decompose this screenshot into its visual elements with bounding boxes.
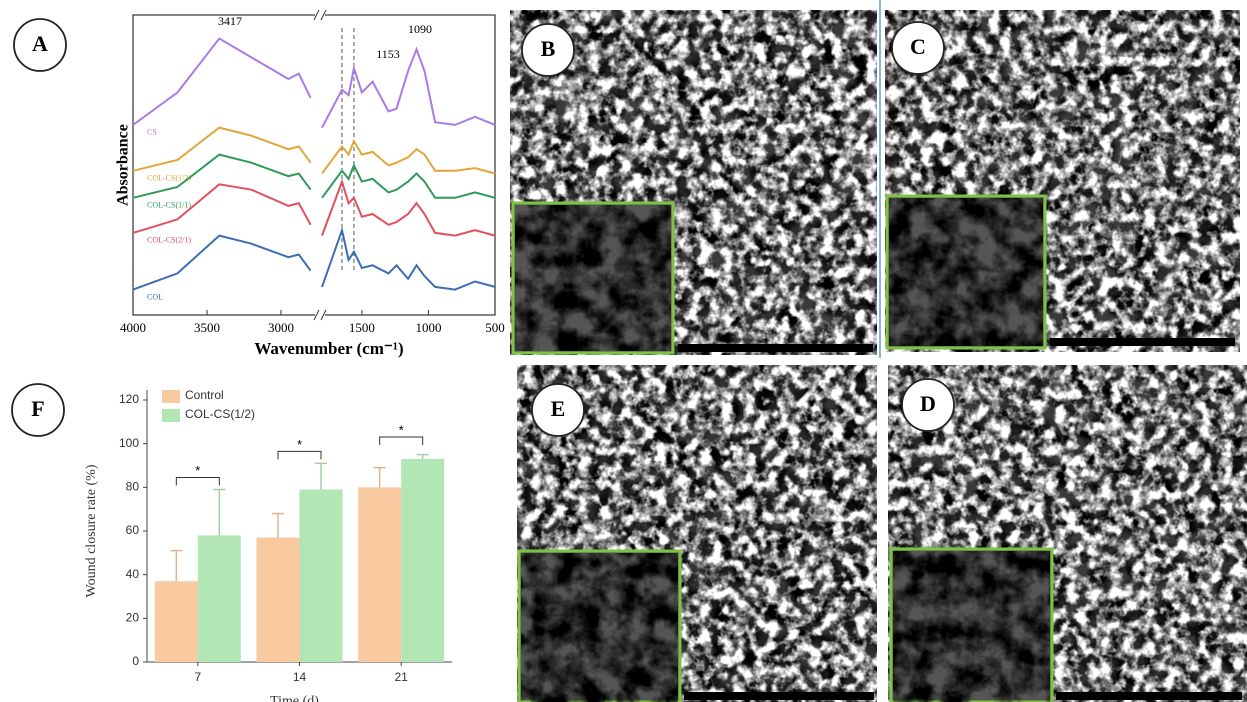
panel-badge xyxy=(11,383,65,437)
error-bar xyxy=(416,453,429,459)
panel-label: D xyxy=(920,391,936,416)
bar xyxy=(299,489,343,662)
panel-badge xyxy=(901,378,955,432)
y-tick-label: 120 xyxy=(119,392,139,406)
legend-swatch xyxy=(162,390,180,403)
panel-label: F xyxy=(31,396,44,421)
x-tick-label: 14 xyxy=(293,670,307,684)
axis-break xyxy=(313,309,320,321)
significance-bracket xyxy=(175,477,220,486)
y-tick-label: 0 xyxy=(132,654,139,668)
x-tick-label: 3000 xyxy=(268,320,294,335)
significance-label: * xyxy=(297,437,302,452)
bar xyxy=(197,535,241,662)
spectrum-line xyxy=(132,37,496,129)
y-tick-label: 20 xyxy=(126,611,140,625)
legend-label: Control xyxy=(185,388,224,402)
error-bar xyxy=(373,466,386,488)
peak-annotation: 1090 xyxy=(408,22,432,36)
spectrum-line xyxy=(132,153,496,199)
bar xyxy=(256,537,300,662)
spectrum-line xyxy=(132,178,496,237)
x-tick-label: 500 xyxy=(485,320,505,335)
peak-annotation: 1153 xyxy=(376,47,400,61)
error-bar xyxy=(170,549,183,582)
x-axis-label: Wavenumber (cm⁻¹) xyxy=(254,339,403,358)
sem-panel-d xyxy=(888,365,1247,702)
x-axis-label: Time (d) xyxy=(270,694,319,702)
series-label: COL xyxy=(147,292,163,301)
series-label: COL-CS(1/2) xyxy=(147,174,191,183)
y-tick-label: 100 xyxy=(119,436,139,450)
panel-label: C xyxy=(910,34,926,59)
axis-break xyxy=(320,9,327,21)
panel-badge xyxy=(521,23,575,77)
panel-badge xyxy=(891,21,945,75)
bar xyxy=(358,487,402,662)
y-axis-label: Wound closure rate (%) xyxy=(84,464,99,597)
x-tick-label: 7 xyxy=(194,670,201,684)
x-tick-label: 3500 xyxy=(194,320,220,335)
series-label: CS xyxy=(147,128,157,137)
error-bar xyxy=(213,488,226,536)
error-bar xyxy=(315,462,327,490)
significance-label: * xyxy=(399,422,404,437)
bar xyxy=(154,581,198,662)
sem-panel-b xyxy=(510,10,877,355)
y-axis-label: Absorbance xyxy=(115,124,132,206)
peak-annotation: 3417 xyxy=(218,14,242,28)
y-tick-label: 60 xyxy=(126,523,140,537)
panel-badge xyxy=(531,383,585,437)
axis-break-gap xyxy=(315,310,325,320)
y-tick-label: 40 xyxy=(126,567,140,581)
panel-label: B xyxy=(541,36,556,61)
charts: 4000 3500 3000 1500 1000 500CSCOL-CS(1/2)COL-… xyxy=(11,9,955,702)
legend-swatch xyxy=(162,409,180,422)
error-bar xyxy=(272,512,284,538)
x-tick-label: 1000 xyxy=(415,320,441,335)
y-tick-label: 80 xyxy=(126,480,140,494)
axis-break xyxy=(313,9,320,21)
significance-label: * xyxy=(195,463,200,478)
significance-bracket xyxy=(277,450,322,460)
significance-bracket xyxy=(379,436,424,445)
axis-break-gap xyxy=(315,10,325,20)
x-tick-label: 21 xyxy=(394,670,408,684)
panel-badge xyxy=(13,18,67,72)
spectrum-line xyxy=(132,126,496,175)
panel-label: E xyxy=(551,396,566,421)
bar xyxy=(401,458,445,662)
axis-break xyxy=(320,309,327,321)
series-label: COL-CS(1/1) xyxy=(147,201,191,210)
legend-label: COL-CS(1/2) xyxy=(185,407,255,421)
x-tick-label: 1500 xyxy=(349,320,375,335)
sem-panel-c xyxy=(885,10,1240,352)
plot-frame xyxy=(132,14,496,316)
panel-label: A xyxy=(32,31,48,56)
x-tick-label: 4000 xyxy=(120,320,146,335)
series-label: COL-CS(2/1) xyxy=(147,236,191,245)
spectrum-line xyxy=(132,226,496,291)
